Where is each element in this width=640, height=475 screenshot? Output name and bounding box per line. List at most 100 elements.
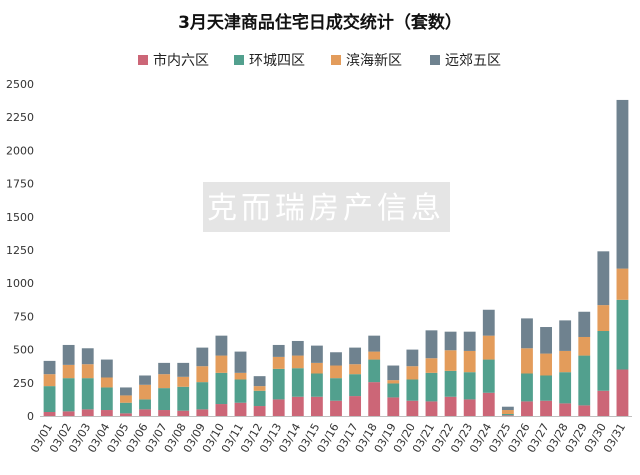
bar-segment-03/27-s2 [540, 375, 552, 401]
bar-segment-03/24-s4 [482, 309, 495, 336]
bar-segment-03/24-s3 [482, 335, 495, 360]
bar-segment-03/12-s2 [253, 390, 266, 407]
bar-segment-03/21-s3 [425, 358, 438, 373]
legend-swatch [331, 55, 341, 65]
bar-segment-03/26-s2 [521, 373, 533, 402]
legend-item-3: 滨海新区 [331, 53, 402, 69]
bar-segment-03/14-s3 [291, 355, 304, 369]
bar-segment-03/18-s4 [368, 335, 381, 352]
bar-segment-03/15-s1 [310, 396, 323, 416]
y-tick-label: 1500 [6, 211, 34, 224]
bar-segment-03/23-s1 [463, 399, 476, 416]
bar-segment-03/20-s2 [406, 379, 419, 401]
bar-segment-03/10-s2 [215, 372, 228, 405]
bar-segment-03/15-s3 [310, 362, 323, 374]
bar-segment-03/25-s3 [501, 410, 514, 415]
bar-segment-03/04-s4 [100, 359, 113, 378]
legend: 市内六区 环城四区 滨海新区 远郊五区 [138, 52, 501, 69]
legend-item-2: 环城四区 [234, 53, 305, 69]
bar-segment-03/25-s2 [501, 414, 514, 416]
legend-label: 市内六区 [153, 52, 209, 69]
bar-segment-03/26-s3 [521, 348, 533, 374]
bar-segment-03/29-s4 [578, 311, 591, 337]
bar-segment-03/29-s1 [578, 405, 591, 416]
bar-segment-03/30-s1 [597, 390, 610, 416]
bar-segment-03/21-s1 [425, 401, 438, 416]
bar-segment-03/03-s2 [81, 378, 94, 410]
bar-segment-03/18-s1 [368, 382, 381, 416]
bar-segment-03/27-s4 [540, 327, 552, 354]
bar-segment-03/01-s3 [43, 374, 56, 387]
bar-segment-03/16-s4 [330, 352, 342, 366]
legend-label: 远郊五区 [445, 52, 501, 69]
bar-segment-03/29-s3 [578, 336, 591, 356]
bar-segment-03/06-s1 [139, 409, 151, 416]
y-tick-label: 500 [13, 344, 34, 357]
bar-segment-03/09-s3 [196, 366, 209, 383]
bar-segment-03/30-s3 [597, 305, 610, 332]
watermark: 克而瑞房产信息 [203, 182, 450, 232]
bar-segment-03/28-s2 [559, 372, 572, 404]
bar-segment-03/16-s1 [330, 400, 342, 416]
bar-segment-03/31-s4 [616, 99, 629, 269]
bar-segment-03/04-s3 [100, 377, 113, 388]
bar-segment-03/03-s4 [81, 348, 94, 365]
bar-segment-03/22-s2 [444, 370, 457, 397]
bar-segment-03/08-s2 [177, 386, 190, 411]
legend-label: 环城四区 [249, 53, 305, 69]
bar-segment-03/03-s3 [81, 364, 94, 379]
bar-segment-03/12-s4 [253, 376, 266, 387]
chart-title: 3月天津商品住宅日成交统计（套数） [178, 12, 462, 33]
bar-segment-03/10-s4 [215, 335, 228, 356]
bar-segment-03/20-s1 [406, 400, 419, 416]
bar-segment-03/03-s1 [81, 409, 94, 416]
bar-segment-03/08-s1 [177, 410, 190, 416]
legend-swatch [430, 55, 440, 65]
bar-segment-03/19-s4 [387, 365, 400, 381]
bar-segment-03/06-s3 [139, 384, 151, 400]
bar-segment-03/11-s3 [234, 372, 247, 380]
bar-segment-03/11-s2 [234, 379, 247, 403]
bar-segment-03/02-s1 [62, 411, 75, 416]
bar-segment-03/23-s3 [463, 350, 476, 373]
bar-segment-03/22-s3 [444, 350, 457, 371]
bar-segment-03/22-s1 [444, 396, 457, 416]
bar-segment-03/02-s4 [62, 344, 75, 365]
bar-segment-03/05-s2 [120, 402, 132, 414]
bar-segment-03/23-s2 [463, 372, 476, 400]
bar-segment-03/10-s3 [215, 355, 228, 373]
watermark-text: 克而瑞房产信息 [207, 191, 445, 226]
y-tick-label: 2250 [6, 111, 34, 124]
bar-segment-03/31-s1 [616, 369, 629, 416]
bar-segment-03/13-s3 [272, 356, 285, 369]
bar-segment-03/19-s3 [387, 380, 400, 384]
bar-segment-03/28-s1 [559, 403, 572, 416]
bar-segment-03/04-s1 [100, 410, 113, 416]
bar-segment-03/26-s1 [521, 401, 533, 416]
bar-segment-03/30-s4 [597, 251, 610, 306]
bar-segment-03/27-s1 [540, 400, 552, 416]
y-tick-label: 0 [27, 410, 34, 423]
legend-item-1: 市内六区 [138, 52, 209, 69]
bar-segment-03/19-s2 [387, 383, 400, 398]
bar-segment-03/06-s2 [139, 399, 151, 410]
bar-segment-03/26-s4 [521, 318, 533, 349]
bar-segment-03/11-s4 [234, 351, 247, 373]
bar-segment-03/27-s3 [540, 353, 552, 376]
bar-segment-03/28-s3 [559, 350, 572, 373]
bar-segment-03/07-s1 [158, 410, 171, 416]
bar-segment-03/25-s1 [501, 415, 514, 416]
bar-segment-03/29-s2 [578, 355, 591, 406]
bar-segment-03/15-s2 [310, 373, 323, 397]
bar-segment-03/21-s2 [425, 372, 438, 402]
legend-swatch [138, 55, 148, 65]
bar-segment-03/05-s4 [120, 387, 132, 396]
bar-segment-03/07-s3 [158, 374, 171, 389]
bar-segment-03/21-s4 [425, 330, 438, 359]
bar-segment-03/08-s4 [177, 362, 190, 377]
bar-segment-03/01-s2 [43, 386, 56, 413]
bar-segment-03/12-s3 [253, 386, 266, 391]
bar-segment-03/01-s1 [43, 412, 56, 416]
bar-segment-03/17-s4 [349, 347, 362, 365]
bar-segment-03/04-s2 [100, 387, 113, 411]
